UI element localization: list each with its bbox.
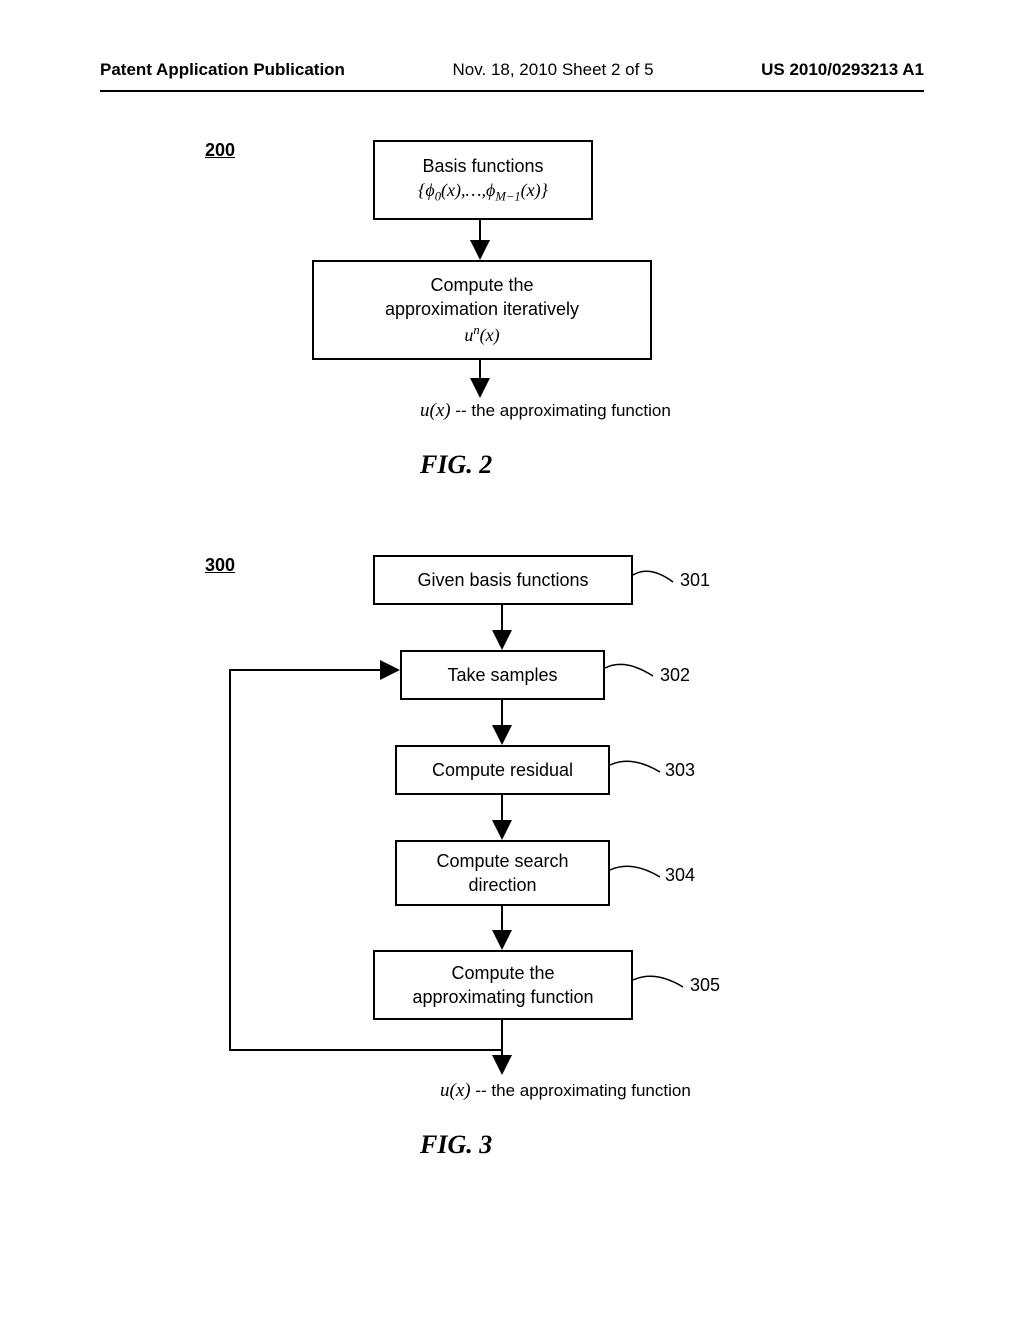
fig3-box-301: Given basis functions — [373, 555, 633, 605]
fig2-box2-math: un(x) — [464, 322, 499, 347]
page-header: Patent Application Publication Nov. 18, … — [100, 60, 924, 80]
fig2-box-compute-approx: Compute the approximation iteratively un… — [312, 260, 652, 360]
header-middle: Nov. 18, 2010 Sheet 2 of 5 — [453, 60, 654, 80]
fig2-box2-line1: Compute the — [430, 273, 533, 297]
figure2-label: 200 — [205, 140, 235, 161]
fig3-box304-line2: direction — [468, 873, 536, 897]
ref-305: 305 — [690, 975, 720, 996]
ref-302: 302 — [660, 665, 690, 686]
fig2-box1-line1: Basis functions — [422, 154, 543, 178]
fig2-box1-math: {ϕ0(x),…,ϕM−1(x)} — [418, 178, 548, 206]
fig2-result-math: u(x) — [420, 400, 451, 421]
ref-304: 304 — [665, 865, 695, 886]
fig3-box-303: Compute residual — [395, 745, 610, 795]
ref-303: 303 — [665, 760, 695, 781]
fig3-result-descr: -- the approximating function — [475, 1081, 690, 1100]
fig3-box303-text: Compute residual — [432, 758, 573, 782]
header-left: Patent Application Publication — [100, 60, 345, 80]
fig3-box302-text: Take samples — [447, 663, 557, 687]
header-rule — [100, 90, 924, 92]
figure3-label: 300 — [205, 555, 235, 576]
fig3-box305-line1: Compute the — [451, 961, 554, 985]
fig3-caption: FIG. 3 — [420, 1130, 492, 1160]
fig2-box-basis-functions: Basis functions {ϕ0(x),…,ϕM−1(x)} — [373, 140, 593, 220]
fig2-box2-line2: approximation iteratively — [385, 297, 579, 321]
fig3-box304-line1: Compute search — [436, 849, 568, 873]
fig3-box305-line2: approximating function — [412, 985, 593, 1009]
fig3-result: u(x) -- the approximating function — [440, 1080, 691, 1102]
fig3-box301-text: Given basis functions — [417, 568, 588, 592]
fig2-result: u(x) -- the approximating function — [420, 400, 671, 422]
fig2-result-descr: -- the approximating function — [455, 401, 670, 420]
fig3-result-math: u(x) — [440, 1080, 471, 1101]
ref-301: 301 — [680, 570, 710, 591]
fig3-box-302: Take samples — [400, 650, 605, 700]
fig3-box-304: Compute search direction — [395, 840, 610, 906]
header-right: US 2010/0293213 A1 — [761, 60, 924, 80]
fig3-box-305: Compute the approximating function — [373, 950, 633, 1020]
fig2-caption: FIG. 2 — [420, 450, 492, 480]
